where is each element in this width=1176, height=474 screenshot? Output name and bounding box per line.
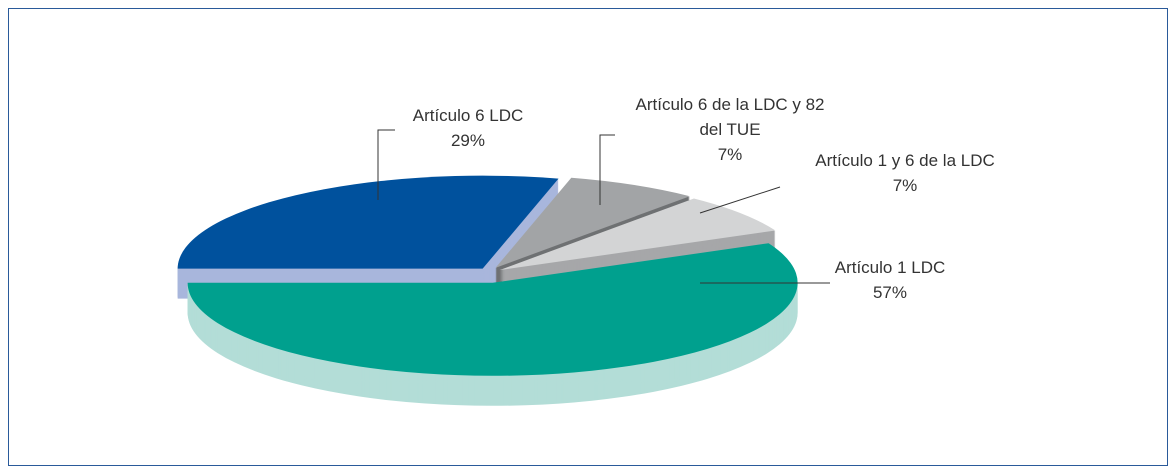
slice-label: Artículo 6 de la LDC y 82 del TUE 7% [635,92,825,167]
slice-label: Artículo 6 LDC 29% [413,103,524,153]
leader-line [377,129,395,200]
category-label: Artículo 1 LDC [834,258,946,277]
slice-label: Artículo 1 y 6 de la LDC 7% [815,148,995,198]
category-label: Artículo 1 y 6 de la LDC [815,151,995,170]
slice [187,243,798,376]
slice [177,175,559,269]
slice-label: Artículo 1 LDC 57% [835,255,946,305]
value-label: 57% [872,283,908,302]
value-label: 29% [450,131,486,150]
slice [499,198,776,271]
value-label: 7% [717,145,743,164]
leader-line [599,134,615,205]
slice [495,177,690,268]
leader-line [699,186,781,214]
category-label: Artículo 6 de la LDC y 82 del TUE [635,95,825,139]
value-label: 7% [892,176,918,195]
category-label: Artículo 6 LDC [412,106,524,125]
